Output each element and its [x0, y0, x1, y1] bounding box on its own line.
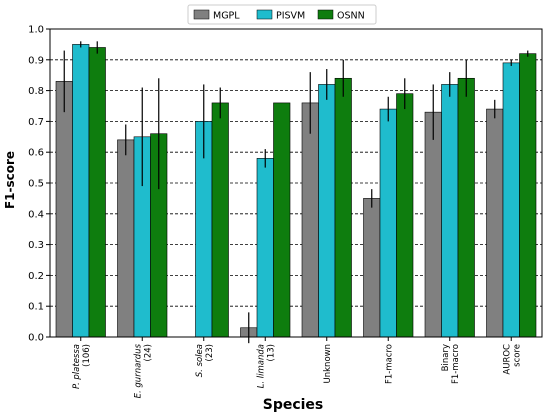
y-tick-label: 0.0: [28, 333, 44, 344]
x-category-label: Binary: [441, 344, 451, 371]
bar-pisvm: [441, 84, 459, 338]
bar-osnn: [457, 77, 475, 338]
bar-mgpl: [363, 198, 381, 338]
x-category-label: Unknown: [323, 344, 333, 383]
bar-pisvm: [318, 84, 336, 338]
legend-label-mgpl: MGPL: [213, 11, 240, 22]
legend-swatch-pisvm: [256, 9, 273, 20]
bar-pisvm: [379, 108, 397, 338]
error-bars-layer: [63, 41, 529, 344]
bar-mgpl: [301, 102, 319, 338]
y-tick-label: 0.9: [28, 55, 44, 66]
legend-swatch-mgpl: [193, 9, 210, 20]
bar-osnn: [273, 102, 291, 338]
bar-pisvm: [502, 62, 520, 338]
x-category-label: AUROC: [502, 344, 512, 375]
y-tick-label: 0.7: [28, 117, 44, 128]
x-category-label: L. limanda: [256, 344, 266, 388]
y-tick-label: 0.3: [28, 240, 44, 251]
bar-osnn: [396, 93, 414, 338]
x-category-label: E. gurnardus: [133, 343, 143, 398]
y-tick-label: 0.5: [28, 179, 44, 190]
x-categories-layer: P. platessa (106) E. gurnardus (24) S. solea…: [72, 337, 522, 398]
legend-label-osnn: OSNN: [337, 11, 365, 22]
y-tick-label: 0.2: [28, 271, 44, 282]
x-category-label: (13): [266, 344, 276, 361]
y-axis-title: F1-score: [3, 151, 17, 209]
bar-osnn: [334, 77, 352, 338]
x-category-label: (106): [82, 344, 92, 367]
bar-mgpl: [55, 81, 73, 338]
legend-swatch-osnn: [317, 9, 334, 20]
y-ticks-layer: 0.0 0.1 0.2 0.3 0.4 0.5 0.6 0.7 0.8 0.9 1.0: [28, 25, 50, 344]
x-category-label: score: [512, 344, 522, 367]
bar-osnn: [519, 53, 537, 338]
bar-mgpl: [424, 111, 442, 338]
x-category-label: F1-macro: [451, 344, 461, 384]
bar-osnn: [88, 47, 106, 338]
x-category-label: F1-macro: [384, 344, 394, 384]
bars-layer: [55, 44, 537, 338]
x-category-label: P. platessa: [72, 344, 82, 389]
x-category-label: S. solea: [195, 344, 205, 377]
bar-pisvm: [72, 44, 90, 338]
x-category-label: (24): [143, 344, 153, 361]
y-tick-label: 0.8: [28, 86, 44, 97]
y-tick-label: 1.0: [28, 25, 44, 36]
y-tick-label: 0.6: [28, 148, 44, 159]
bar-mgpl: [486, 108, 504, 338]
x-axis-title: Species: [263, 397, 324, 413]
bar-pisvm: [256, 158, 274, 338]
y-tick-label: 0.1: [28, 302, 44, 313]
legend-label-pisvm: PISVM: [276, 11, 305, 22]
x-category-label: (23): [205, 344, 215, 361]
bar-mgpl: [117, 139, 135, 338]
bar-osnn: [211, 102, 229, 338]
y-tick-label: 0.4: [28, 209, 44, 220]
legend: MGPL PISVM OSNN: [187, 4, 377, 25]
